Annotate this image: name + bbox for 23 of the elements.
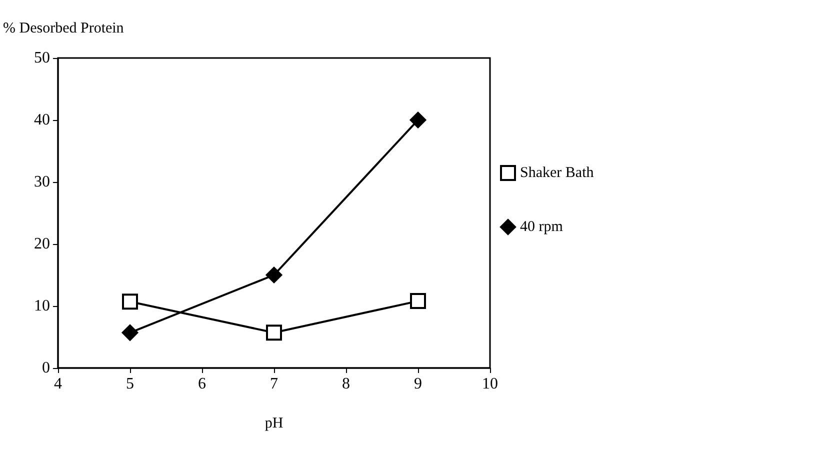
x-tick-label: 6 (198, 376, 206, 392)
x-tick-label: 5 (126, 376, 134, 392)
y-axis-title: % Desorbed Protein (3, 20, 124, 36)
point (122, 294, 138, 310)
point (410, 112, 426, 128)
point (266, 324, 282, 341)
point (122, 324, 138, 341)
x-tick-label: 9 (414, 376, 422, 392)
x-tick-label: 8 (342, 376, 350, 392)
y-tick-label: 40 (34, 112, 50, 128)
x-axis-title: pH (264, 416, 284, 432)
point (410, 293, 426, 310)
x-tick-label: 10 (482, 376, 498, 392)
y-tick-label: 10 (34, 298, 50, 314)
y-tick-label: 0 (42, 360, 50, 376)
legend-label: Shaker Bath (520, 165, 594, 181)
y-tick-label: 50 (34, 50, 50, 66)
x-tick-label: 7 (270, 376, 278, 392)
y-tick-label: 30 (34, 174, 50, 190)
x-tick-label: 4 (54, 376, 62, 392)
legend-label: 40 rpm (520, 219, 564, 235)
point (266, 266, 282, 284)
y-tick-label: 20 (34, 236, 50, 252)
